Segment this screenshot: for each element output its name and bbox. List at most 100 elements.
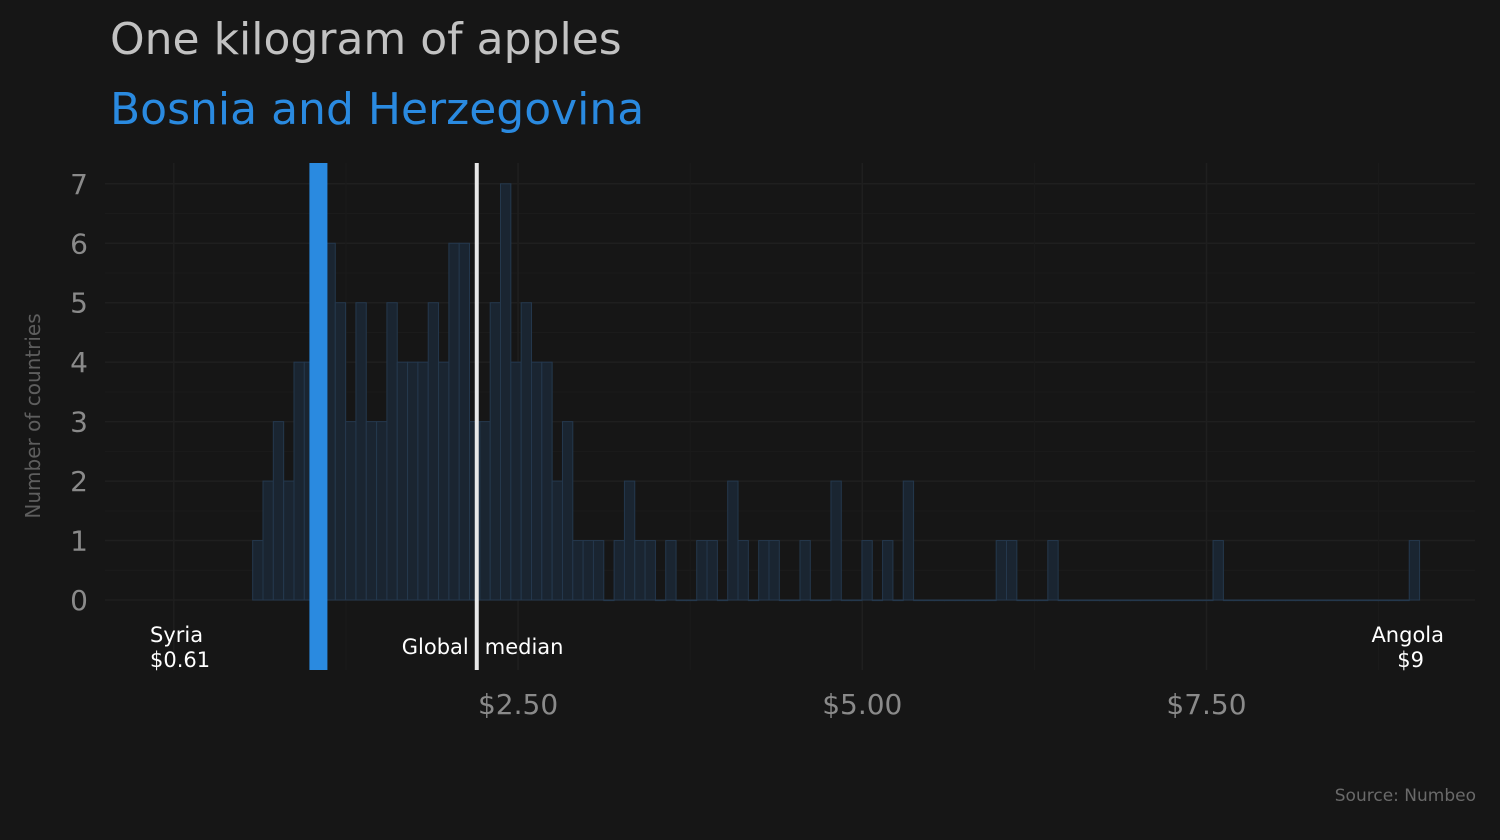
histogram-bar [1357,599,1369,602]
histogram-bar [1006,540,1018,601]
median-label-left: Global [402,635,469,659]
histogram-bar [716,599,729,602]
histogram-bar [1202,599,1214,602]
histogram-bar [1057,599,1069,602]
histogram-bar [1067,599,1080,602]
histogram-bar [489,302,502,601]
histogram-bar [675,599,687,602]
annotation-min-country: Syria [150,623,203,647]
histogram-bar [603,599,615,602]
histogram-bar [262,480,274,601]
histogram-bar [1264,599,1276,602]
histogram-bar [902,480,915,601]
histogram-bar [541,361,553,601]
histogram-bar [272,421,285,601]
source-note: Source: Numbeo [1334,786,1476,806]
histogram-bar [789,599,801,602]
histogram-bar [1119,599,1131,602]
x-axis-ticks: $2.50 $5.00 $7.50 [478,688,1247,721]
histogram-bar [1109,599,1121,602]
histogram-bar [975,599,987,602]
y-tick-label: 5 [70,287,88,320]
y-axis-ticks: 0 1 2 3 4 5 6 7 [70,168,88,617]
histogram-bar [1388,599,1400,602]
histogram-bar [696,540,708,601]
histogram-bar [892,599,904,602]
histogram-bar [365,421,378,601]
y-tick-label: 3 [70,406,88,439]
histogram-bar [1233,599,1245,602]
histogram-bar [685,599,698,602]
histogram-bar [665,540,677,601]
x-tick-label: $5.00 [822,688,902,721]
histogram-bar [448,242,460,601]
histogram-bar [1222,599,1235,602]
histogram-bar [355,302,367,601]
histogram-bar [582,540,594,601]
histogram-bar [592,540,605,601]
median-line [474,163,479,670]
histogram-bar [1191,599,1204,602]
x-tick-label: $7.50 [1166,688,1246,721]
histogram-bar [1398,599,1410,602]
histogram-bar [634,540,646,601]
histogram-bar [1098,599,1111,602]
histogram-bar [747,599,760,602]
histogram-bar [923,599,935,602]
histogram-bar [944,599,956,602]
histogram-bars [252,183,1421,602]
histogram-bar [871,599,884,602]
histogram-bar [1336,599,1348,602]
annotation-max-value: $9 [1397,648,1424,672]
histogram-bar [1140,599,1152,602]
histogram-bar [479,421,491,601]
annotations: Syria$0.61 Angola$9 Global median [150,623,1444,672]
histogram-bar [386,302,398,601]
histogram-bar [376,421,388,601]
histogram-bar [644,540,656,601]
histogram-bar [1088,599,1100,602]
y-tick-label: 0 [70,584,88,617]
histogram-bar [572,540,584,601]
histogram-bar [561,421,574,601]
histogram-bar [1253,599,1266,602]
histogram-bar [252,540,264,601]
histogram-bar [510,361,522,601]
histogram-bar [1274,599,1286,602]
histogram-bar [1036,599,1049,602]
histogram-bar [1408,540,1421,601]
histogram-bar [820,599,832,602]
histogram-bar [293,361,305,601]
histogram-bar [830,480,842,601]
chart-title: One kilogram of apples [110,14,622,65]
histogram-bar [809,599,822,602]
histogram-bar [334,302,347,601]
histogram-bar [1129,599,1142,602]
y-tick-label: 2 [70,465,88,498]
histogram-bar [778,599,791,602]
histogram-bar [417,361,429,601]
histogram-bar [882,540,894,601]
histogram-bar [613,540,625,601]
histogram-bar [1377,599,1390,602]
histogram-bar [551,480,563,601]
histogram-bar [1367,599,1379,602]
histogram-bar [768,540,780,601]
histogram-bar [1016,599,1028,602]
histogram-bar [840,599,853,602]
x-tick-label: $2.50 [478,688,558,721]
chart-subtitle: Bosnia and Herzegovina [110,84,645,135]
histogram-bar [520,302,532,601]
histogram-bar [913,599,925,602]
annotation-min-value: $0.61 [150,648,210,672]
histogram-bar [737,540,749,601]
y-tick-label: 1 [70,525,88,558]
histogram-bar [1047,540,1059,601]
histogram-bar [283,480,295,601]
histogram-bar [933,599,946,602]
histogram-bar [1284,599,1297,602]
histogram-bar [1315,599,1328,602]
histogram-bar [799,540,811,601]
histogram-bar [758,540,770,601]
